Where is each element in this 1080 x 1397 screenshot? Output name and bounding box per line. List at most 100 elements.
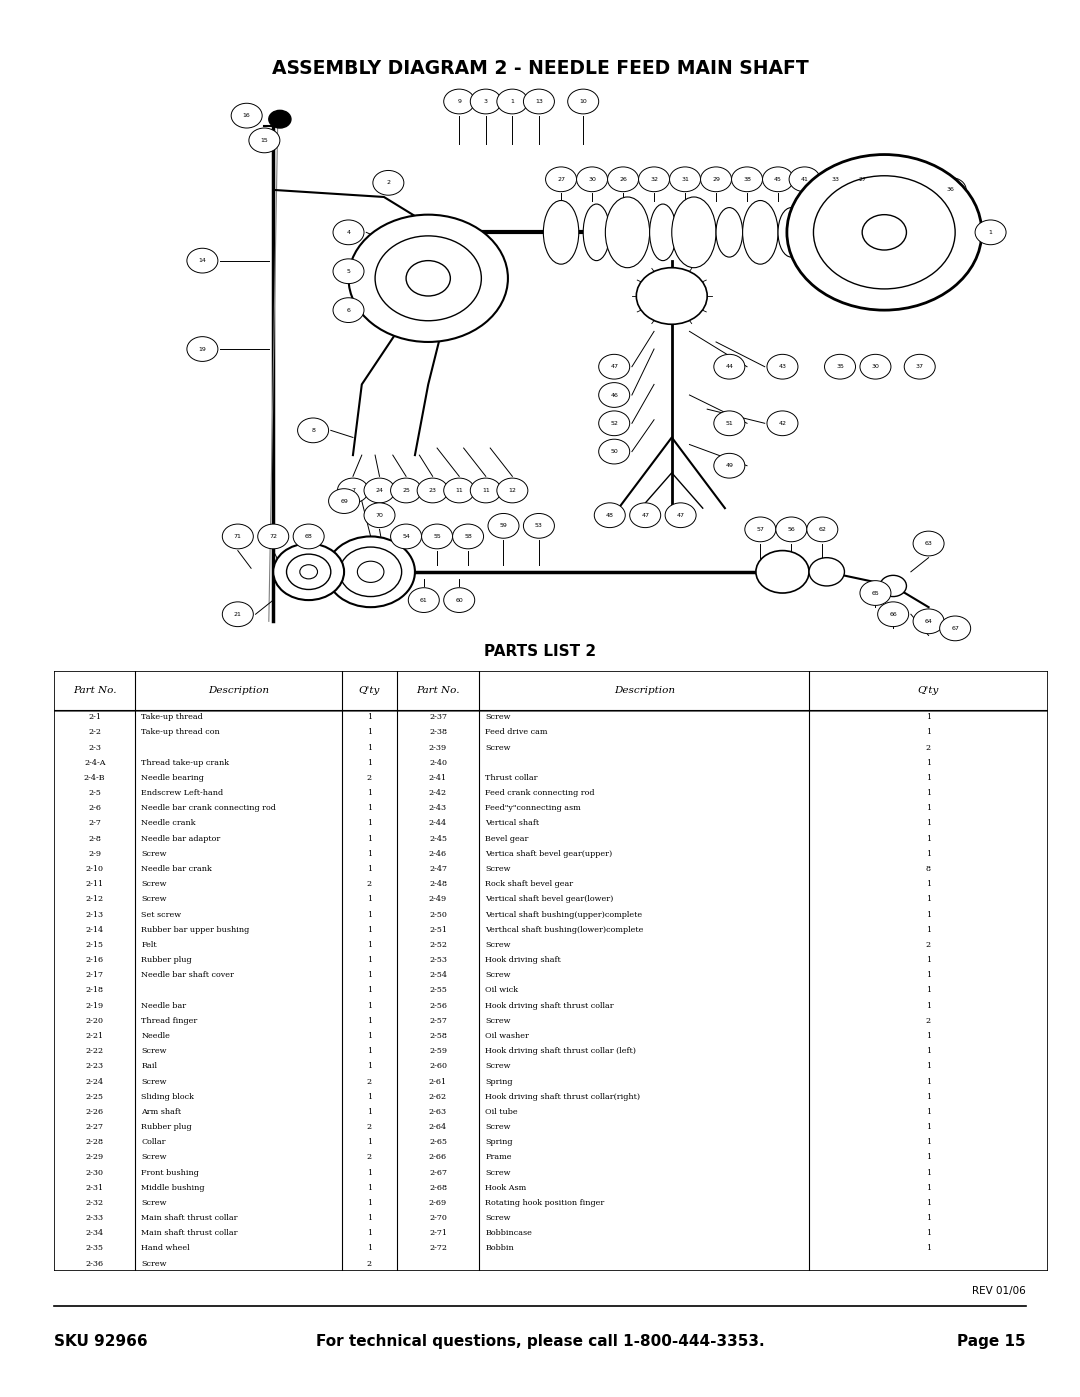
Text: 2-24: 2-24 <box>85 1077 104 1085</box>
Circle shape <box>665 503 697 528</box>
Text: Needle bar crank: Needle bar crank <box>141 865 213 873</box>
Text: 2-66: 2-66 <box>429 1154 447 1161</box>
Text: Needle bar shaft cover: Needle bar shaft cover <box>141 971 234 979</box>
Text: 36: 36 <box>947 187 955 193</box>
Circle shape <box>809 557 845 585</box>
Circle shape <box>975 219 1007 244</box>
Text: Hand wheel: Hand wheel <box>141 1245 190 1253</box>
Text: 26: 26 <box>619 177 627 182</box>
Circle shape <box>824 355 855 379</box>
Text: 1: 1 <box>926 895 931 904</box>
Text: 42: 42 <box>779 420 786 426</box>
Circle shape <box>326 536 415 608</box>
Text: 1: 1 <box>926 956 931 964</box>
Text: 16: 16 <box>243 113 251 119</box>
Text: Description: Description <box>613 686 675 694</box>
Circle shape <box>807 517 838 542</box>
Text: Needle: Needle <box>141 1032 171 1039</box>
Text: Thread take-up crank: Thread take-up crank <box>141 759 230 767</box>
Circle shape <box>577 166 608 191</box>
Text: 51: 51 <box>726 420 733 426</box>
Text: 2-20: 2-20 <box>85 1017 104 1025</box>
Text: 1: 1 <box>367 1214 372 1222</box>
Text: 1: 1 <box>926 971 931 979</box>
Text: 1: 1 <box>367 1048 372 1055</box>
Circle shape <box>594 503 625 528</box>
Text: 2-72: 2-72 <box>429 1245 447 1253</box>
Text: 2-8: 2-8 <box>89 834 102 842</box>
Text: 2-67: 2-67 <box>429 1169 447 1176</box>
Circle shape <box>444 588 475 612</box>
Circle shape <box>488 514 519 538</box>
Text: Q'ty: Q'ty <box>359 686 380 694</box>
Text: 47: 47 <box>676 513 685 518</box>
Text: 12: 12 <box>509 488 516 493</box>
Text: 1: 1 <box>367 911 372 919</box>
Text: Screw: Screw <box>485 942 511 949</box>
Circle shape <box>598 355 630 379</box>
Text: 2-60: 2-60 <box>429 1062 447 1070</box>
Text: 2-25: 2-25 <box>85 1092 104 1101</box>
Text: 24: 24 <box>376 488 383 493</box>
Text: 1: 1 <box>926 789 931 798</box>
Text: 4: 4 <box>347 231 351 235</box>
Text: 2-13: 2-13 <box>85 911 104 919</box>
Text: 2-1: 2-1 <box>89 714 102 721</box>
Text: Bevel gear: Bevel gear <box>485 834 528 842</box>
Text: 47: 47 <box>610 365 618 369</box>
Text: Screw: Screw <box>141 1077 167 1085</box>
Text: 2-39: 2-39 <box>429 743 447 752</box>
Text: 2-3: 2-3 <box>89 743 102 752</box>
Text: 2-52: 2-52 <box>429 942 447 949</box>
Circle shape <box>391 478 421 503</box>
Text: Screw: Screw <box>141 1260 167 1267</box>
Text: 71: 71 <box>234 534 242 539</box>
Text: 2-56: 2-56 <box>429 1002 447 1010</box>
Text: 1: 1 <box>926 1245 931 1253</box>
Text: Main shaft thrust collar: Main shaft thrust collar <box>141 1214 238 1222</box>
Text: Hook Asm: Hook Asm <box>485 1183 526 1192</box>
Text: 2-63: 2-63 <box>429 1108 447 1116</box>
Text: 1: 1 <box>926 880 931 888</box>
Text: 1: 1 <box>511 99 514 103</box>
Text: Hook driving shaft thrust collar: Hook driving shaft thrust collar <box>485 1002 613 1010</box>
Text: Part No.: Part No. <box>416 686 460 694</box>
Circle shape <box>222 602 254 627</box>
Text: 2-61: 2-61 <box>429 1077 447 1085</box>
Text: 1: 1 <box>926 1062 931 1070</box>
Circle shape <box>408 588 440 612</box>
Circle shape <box>248 129 280 152</box>
Circle shape <box>364 478 395 503</box>
Text: Arm shaft: Arm shaft <box>141 1108 181 1116</box>
Text: Collar: Collar <box>141 1139 166 1147</box>
Circle shape <box>337 478 368 503</box>
Text: 1: 1 <box>367 1062 372 1070</box>
Circle shape <box>300 564 318 578</box>
Text: 2-54: 2-54 <box>429 971 447 979</box>
Text: 1: 1 <box>926 774 931 782</box>
Circle shape <box>862 215 906 250</box>
Text: REV 01/06: REV 01/06 <box>972 1287 1026 1296</box>
Text: Screw: Screw <box>485 865 511 873</box>
Circle shape <box>470 89 501 115</box>
Circle shape <box>820 166 851 191</box>
Text: 5: 5 <box>347 268 350 274</box>
Text: 2-57: 2-57 <box>429 1017 447 1025</box>
Text: 2-26: 2-26 <box>85 1108 104 1116</box>
Text: 2-21: 2-21 <box>85 1032 104 1039</box>
Text: 2-12: 2-12 <box>85 895 104 904</box>
Text: 47: 47 <box>642 513 649 518</box>
Text: 1: 1 <box>367 728 372 736</box>
Circle shape <box>406 261 450 296</box>
Text: 2-45: 2-45 <box>429 834 447 842</box>
Text: 32: 32 <box>650 177 658 182</box>
Text: 1: 1 <box>926 926 931 933</box>
Circle shape <box>775 517 807 542</box>
Text: Vertical shaft: Vertical shaft <box>485 820 539 827</box>
Text: 1: 1 <box>367 834 372 842</box>
Text: Feed crank connecting rod: Feed crank connecting rod <box>485 789 595 798</box>
Text: Rock shaft bevel gear: Rock shaft bevel gear <box>485 880 573 888</box>
Text: 30: 30 <box>872 365 879 369</box>
Text: 46: 46 <box>610 393 618 398</box>
Text: 1: 1 <box>367 1183 372 1192</box>
